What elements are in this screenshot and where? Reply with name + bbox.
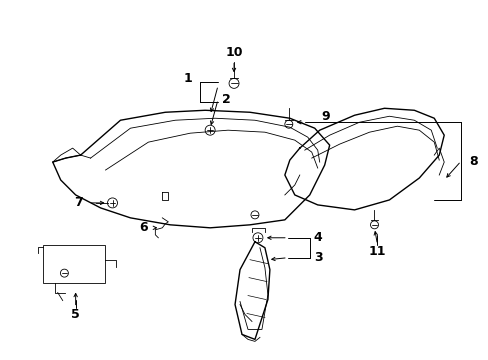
Text: 11: 11 — [368, 245, 386, 258]
Text: 4: 4 — [313, 231, 322, 244]
Text: 8: 8 — [468, 154, 477, 167]
Text: 5: 5 — [71, 308, 80, 321]
Text: 6: 6 — [140, 221, 148, 234]
Text: 2: 2 — [222, 93, 230, 106]
Text: 3: 3 — [313, 251, 322, 264]
Bar — [42, 245, 104, 283]
Text: 9: 9 — [321, 110, 330, 123]
Text: 10: 10 — [225, 46, 243, 59]
Text: 1: 1 — [183, 72, 192, 85]
Text: 7: 7 — [74, 197, 82, 210]
